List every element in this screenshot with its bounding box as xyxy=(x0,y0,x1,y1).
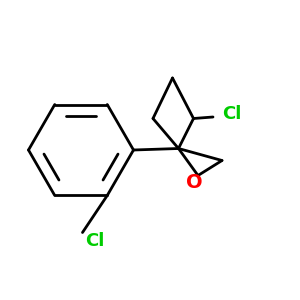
Text: Cl: Cl xyxy=(85,232,105,250)
Text: O: O xyxy=(186,173,203,193)
Text: Cl: Cl xyxy=(222,105,242,123)
